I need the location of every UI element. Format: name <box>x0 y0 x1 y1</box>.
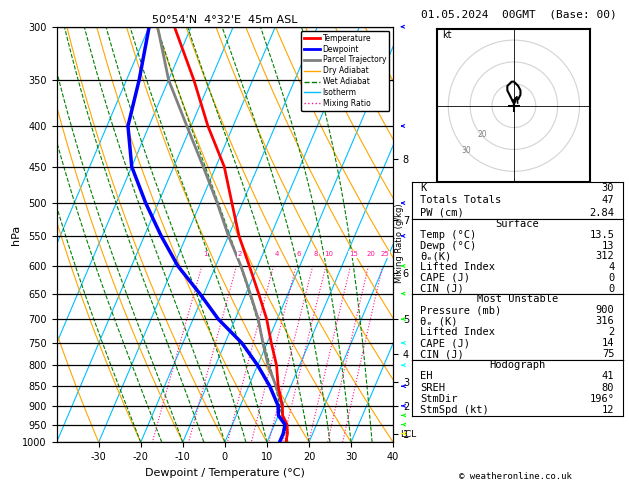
Text: 316: 316 <box>596 316 615 327</box>
Text: CAPE (J): CAPE (J) <box>420 273 470 283</box>
Text: 196°: 196° <box>589 394 615 404</box>
Text: CAPE (J): CAPE (J) <box>420 338 470 348</box>
Text: 47: 47 <box>602 195 615 206</box>
Text: kt: kt <box>442 30 451 40</box>
Text: 8: 8 <box>313 251 318 257</box>
X-axis label: Dewpoint / Temperature (°C): Dewpoint / Temperature (°C) <box>145 468 305 478</box>
Text: 312: 312 <box>596 251 615 261</box>
Y-axis label: hPa: hPa <box>11 225 21 244</box>
Text: K: K <box>420 183 426 193</box>
Text: © weatheronline.co.uk: © weatheronline.co.uk <box>459 472 572 481</box>
Text: SREH: SREH <box>420 382 445 393</box>
Text: 4: 4 <box>608 262 615 272</box>
Text: Lifted Index: Lifted Index <box>420 327 496 337</box>
Text: EH: EH <box>420 371 433 382</box>
Text: 20: 20 <box>477 130 487 139</box>
Text: 2.84: 2.84 <box>589 208 615 218</box>
Text: 20: 20 <box>367 251 376 257</box>
Y-axis label: km
ASL: km ASL <box>412 226 433 243</box>
Text: 01.05.2024  00GMT  (Base: 00): 01.05.2024 00GMT (Base: 00) <box>421 9 617 19</box>
Text: Hodograph: Hodograph <box>489 360 545 370</box>
Text: PW (cm): PW (cm) <box>420 208 464 218</box>
Text: 30: 30 <box>602 183 615 193</box>
Text: 41: 41 <box>602 371 615 382</box>
Text: Surface: Surface <box>496 219 539 229</box>
Text: 2: 2 <box>238 251 242 257</box>
Text: Temp (°C): Temp (°C) <box>420 230 477 240</box>
Text: Dewp (°C): Dewp (°C) <box>420 241 477 251</box>
Title: 50°54'N  4°32'E  45m ASL: 50°54'N 4°32'E 45m ASL <box>152 15 298 25</box>
Text: 30: 30 <box>462 146 472 155</box>
Text: 900: 900 <box>596 305 615 315</box>
Text: 14: 14 <box>602 338 615 348</box>
Text: CIN (J): CIN (J) <box>420 284 464 294</box>
Text: 4: 4 <box>274 251 279 257</box>
Text: CIN (J): CIN (J) <box>420 349 464 359</box>
Text: 15: 15 <box>349 251 358 257</box>
Text: StmSpd (kt): StmSpd (kt) <box>420 405 489 415</box>
Text: Most Unstable: Most Unstable <box>477 295 558 305</box>
Text: 0: 0 <box>608 273 615 283</box>
Text: Totals Totals: Totals Totals <box>420 195 502 206</box>
Text: 80: 80 <box>602 382 615 393</box>
Text: 1: 1 <box>203 251 208 257</box>
Text: Mixing Ratio (g/kg): Mixing Ratio (g/kg) <box>395 203 404 283</box>
Text: 6: 6 <box>297 251 301 257</box>
Text: StmDir: StmDir <box>420 394 458 404</box>
Text: 0: 0 <box>608 284 615 294</box>
Text: Pressure (mb): Pressure (mb) <box>420 305 502 315</box>
Text: Lifted Index: Lifted Index <box>420 262 496 272</box>
Text: 75: 75 <box>602 349 615 359</box>
Text: 13: 13 <box>602 241 615 251</box>
Text: 10: 10 <box>325 251 333 257</box>
Text: LCL: LCL <box>400 431 416 439</box>
Legend: Temperature, Dewpoint, Parcel Trajectory, Dry Adiabat, Wet Adiabat, Isotherm, Mi: Temperature, Dewpoint, Parcel Trajectory… <box>301 31 389 111</box>
Text: θₑ(K): θₑ(K) <box>420 251 452 261</box>
Text: 12: 12 <box>602 405 615 415</box>
Text: θₑ (K): θₑ (K) <box>420 316 458 327</box>
Text: 25: 25 <box>381 251 390 257</box>
Text: 2: 2 <box>608 327 615 337</box>
Text: 13.5: 13.5 <box>589 230 615 240</box>
